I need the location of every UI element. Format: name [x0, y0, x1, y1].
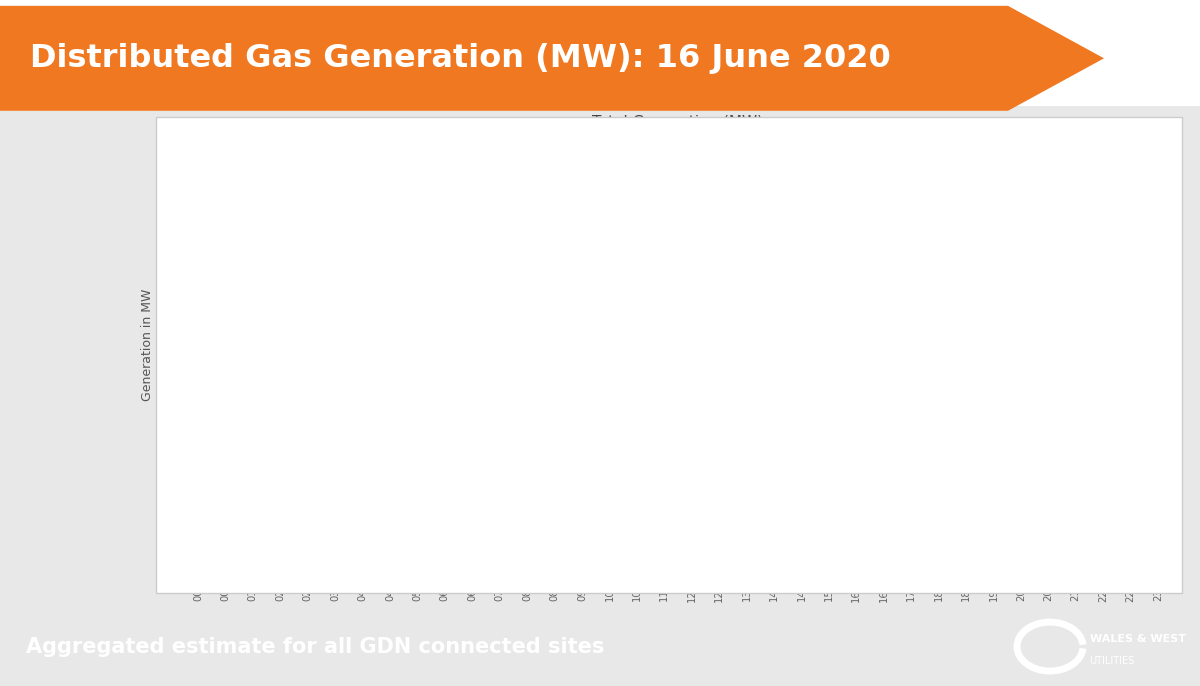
Text: Aggregated estimate for all GDN connected sites: Aggregated estimate for all GDN connecte…	[26, 637, 605, 657]
Text: UTILITIES: UTILITIES	[1090, 656, 1135, 665]
Text: WALES & WEST: WALES & WEST	[1090, 634, 1186, 643]
Polygon shape	[0, 6, 1104, 110]
Title: Total Generation (MW): Total Generation (MW)	[593, 114, 763, 129]
Y-axis label: Generation in MW: Generation in MW	[142, 289, 155, 401]
Text: Distributed Gas Generation (MW): 16 June 2020: Distributed Gas Generation (MW): 16 June…	[30, 43, 890, 74]
